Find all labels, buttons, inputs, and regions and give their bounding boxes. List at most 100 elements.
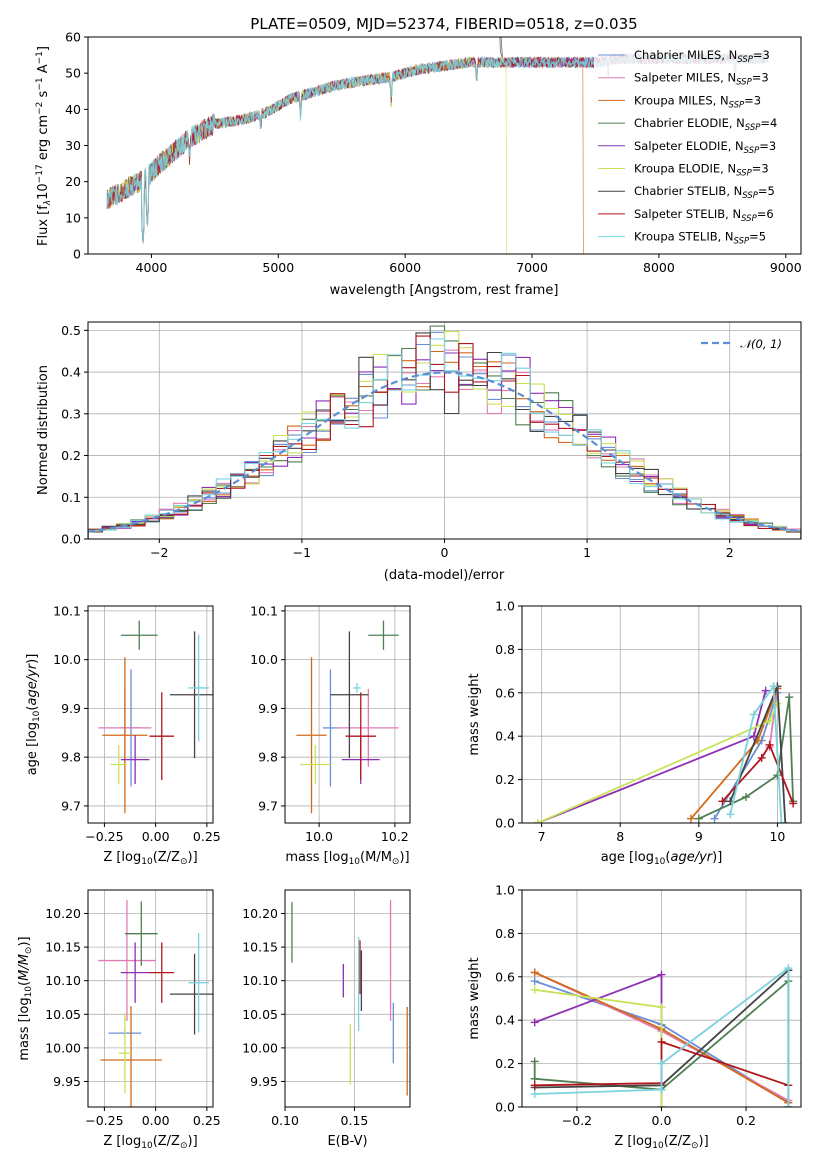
x-tick-label: 0.25	[193, 829, 221, 844]
legend-entry-name: Kroupa STELIB, N	[634, 230, 734, 244]
y-tick-label: 30	[65, 138, 81, 153]
y-axis-label-part: M/M	[17, 954, 32, 981]
y-axis-label-part: )]	[17, 936, 32, 946]
x-tick-label: 0	[441, 545, 449, 560]
y-axis-label-part: s	[36, 90, 51, 101]
errorbar-layer	[98, 620, 213, 814]
y-tick-label: 9.95	[53, 1074, 81, 1089]
y-tick-label: 0.3	[61, 406, 81, 421]
x-axis-label-part: 10	[141, 857, 153, 867]
legend-entry-value: =3	[752, 71, 769, 85]
age-vs-mass-panel: 10.0 10.2 9.7 9.8 9.9 10.0 10.1 mass [log10(M/M…	[250, 603, 411, 867]
series-line-kroupa-stelib	[729, 683, 783, 823]
legend-entry-value: =4	[760, 116, 777, 130]
x-tick-label: 0.10	[271, 1113, 299, 1128]
x-axis-label-part: 10	[141, 1141, 153, 1151]
y-tick-label: 9.9	[258, 701, 278, 716]
x-tick-label: 0.15	[341, 1113, 369, 1128]
histogram-layer	[88, 325, 801, 539]
legend-entry-name: Kroupa MILES, N	[634, 93, 729, 107]
legend-entry-sub: SSP	[741, 214, 757, 224]
x-axis-label: age [log10(age/yr)]	[601, 850, 723, 867]
legend-entry-name: Chabrier STELIB, N	[634, 184, 742, 198]
y-tick-label: 10.1	[250, 603, 278, 618]
x-tick-label: 6000	[389, 260, 421, 275]
y-tick-label: 10.10	[45, 973, 81, 988]
x-tick-label: 9	[695, 829, 703, 844]
mass-weight-vs-metallicity-panel: −0.2 0.0 0.2 0.0 0.2 0.4 0.6 0.8 1.0 mass weight Z…	[467, 883, 802, 1151]
y-axis-label-part: age/yr	[25, 662, 40, 705]
errorbar-layer	[291, 900, 408, 1096]
residual-histogram-panel: −2 −1 0 1 2 0.0 0.1 0.2 0.3 0.4 0.5 (data-model)/er…	[36, 321, 802, 583]
age-vs-metallicity-panel: −0.25 0.00 0.259.79.89.910.010.1Z [log10(Z…	[25, 603, 221, 867]
x-axis-label-part: (	[665, 850, 670, 865]
x-tick-label: 0.25	[193, 1113, 221, 1128]
x-axis-label: wavelength [Angstrom, rest frame]	[330, 283, 559, 298]
x-tick-label: 10	[769, 829, 785, 844]
legend-entry-value: =3	[744, 93, 761, 107]
y-tick-label: 10.0	[250, 652, 278, 667]
x-axis-label: (data-model)/error	[384, 568, 505, 583]
y-axis-label-part: −1	[35, 77, 45, 90]
x-tick-label: 8000	[643, 260, 675, 275]
mass-weight-vs-age-panel: 7 8 9 10 0.0 0.2 0.4 0.6 0.8 1.0 mass weight age [l…	[467, 599, 802, 867]
legend-entry-sub: SSP	[745, 123, 761, 133]
gaussian-curve	[88, 371, 801, 533]
y-axis-label-part: ⊙	[24, 947, 34, 955]
y-axis-label-part: erg cm	[36, 115, 51, 164]
legend-entry-name: Chabrier MILES, N	[634, 48, 737, 62]
axes-frame	[521, 889, 802, 1108]
x-tick-label: 9000	[770, 260, 802, 275]
y-axis-label: age [log10(age/yr)]	[25, 654, 42, 776]
x-axis-label-part: mass [log	[285, 850, 348, 865]
x-axis-label-part: )]	[399, 850, 409, 865]
y-tick-label: 10.00	[242, 1040, 278, 1055]
x-axis-label-part: (Z/Z	[153, 850, 180, 865]
spectrum-panel: 4000 5000 6000 7000 8000 9000 0 10 20 30 40 50 60 PLA…	[35, 15, 802, 298]
y-tick-label: 20	[65, 174, 81, 189]
x-tick-label: 0.2	[736, 1113, 756, 1128]
axes-frame	[87, 36, 802, 255]
legend-entry: Salpeter STELIB, NSSP=6	[634, 207, 774, 224]
x-axis-label-part: 10	[652, 1141, 664, 1151]
x-axis-label: E(B-V)	[327, 1134, 367, 1149]
y-tick-label: 0.2	[61, 448, 81, 463]
spectrum-line-kroupa-elodie	[106, 56, 508, 254]
x-tick-label: −0.25	[85, 829, 123, 844]
x-axis-label: Z [log10(Z/Z⊙)]	[614, 1134, 708, 1151]
y-tick-label: 10.00	[45, 1040, 81, 1055]
legend-entry-sub: SSP	[744, 146, 760, 156]
y-axis-label-part: mass [log	[17, 997, 32, 1060]
x-axis-label-part: ⊙	[392, 857, 400, 867]
x-axis-label-part: 10	[349, 857, 361, 867]
x-tick-label: 0.0	[652, 1113, 672, 1128]
y-tick-label: 10.1	[53, 603, 81, 618]
axes-frame	[87, 321, 802, 540]
axes-frame	[521, 605, 802, 824]
y-axis-label-part: (	[25, 706, 40, 711]
y-axis-label-part: 10	[36, 183, 51, 200]
y-tick-label: 10	[65, 210, 81, 225]
legend-entry-name: Salpeter MILES, N	[634, 71, 736, 85]
x-axis-label-part: Z [log	[103, 850, 141, 865]
x-tick-label: 5000	[262, 260, 294, 275]
y-tick-label: 0.6	[495, 685, 515, 700]
legend-entry-sub: SSP	[737, 55, 753, 65]
y-tick-label: 9.9	[61, 701, 81, 716]
y-axis-label-part: )]	[25, 654, 40, 664]
errorbar-layer	[98, 900, 213, 1107]
x-axis-label: Z [log10(Z/Z⊙)]	[103, 1134, 197, 1151]
axes-frame	[284, 605, 411, 824]
y-axis-label-part: age [log	[25, 722, 40, 775]
x-tick-label: 7	[538, 829, 546, 844]
y-tick-label: 10.15	[242, 940, 278, 955]
legend-entry: Kroupa ELODIE, NSSP=3	[634, 162, 769, 179]
axes-frame	[87, 889, 214, 1108]
legend-entry-value: =5	[758, 184, 775, 198]
x-axis-label-part: age [log	[601, 850, 654, 865]
x-axis-label-part: )]	[188, 1134, 198, 1149]
y-tick-label: 10.15	[45, 940, 81, 955]
legend-entry-value: =5	[749, 230, 766, 244]
y-tick-label: 40	[65, 102, 81, 117]
x-tick-label: 2	[726, 545, 734, 560]
